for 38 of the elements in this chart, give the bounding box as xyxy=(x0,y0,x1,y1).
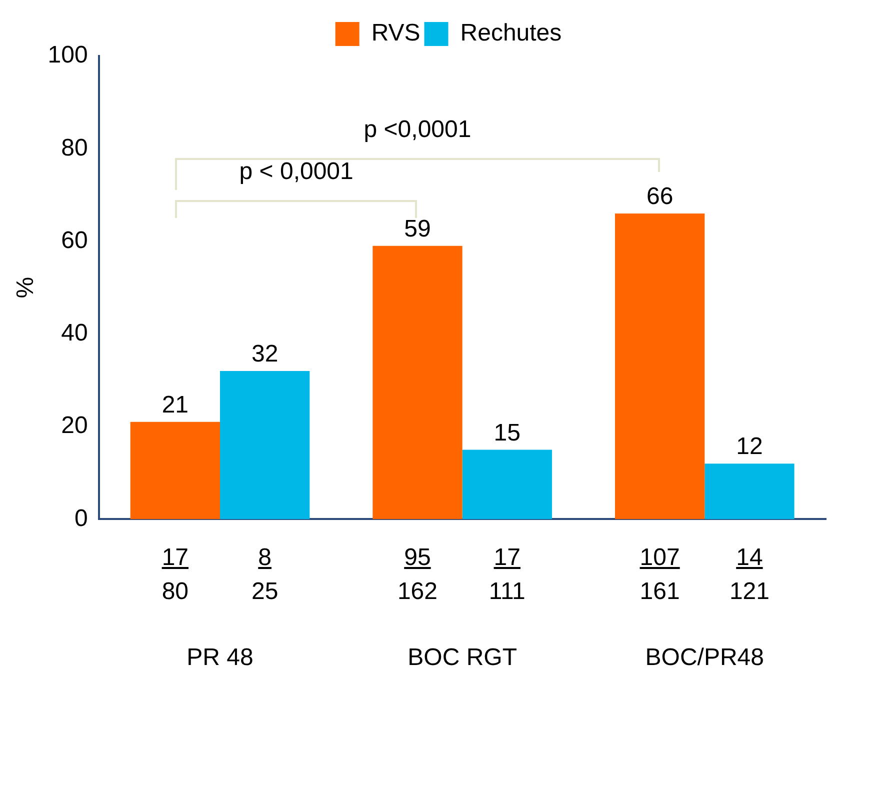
text: 25 xyxy=(250,577,280,608)
x-tick-label: BOC/PR48 xyxy=(645,644,764,672)
text: 17 xyxy=(162,544,189,572)
bar xyxy=(704,464,794,520)
text: 95 xyxy=(404,544,431,572)
data-label: 59 xyxy=(404,216,431,243)
text: 8 xyxy=(258,544,272,572)
bar xyxy=(220,370,310,520)
text: 107 xyxy=(640,544,680,572)
data-label: 15 xyxy=(494,419,521,446)
bar xyxy=(130,422,220,520)
data-label: 21 xyxy=(162,392,189,419)
bar xyxy=(614,213,705,520)
bar xyxy=(372,246,462,520)
y-tick-label: 0 xyxy=(74,504,88,532)
legend-label: RVS xyxy=(371,20,420,47)
y-tick-label: 60 xyxy=(61,226,88,254)
y-tick-label: 80 xyxy=(61,134,88,162)
legend-label: Rechutes xyxy=(460,20,562,47)
data-label: 66 xyxy=(646,183,674,210)
text: 162 xyxy=(396,577,438,608)
data-label: 32 xyxy=(251,340,278,368)
x-tick-label: BOC RGT xyxy=(408,644,518,672)
text: 17 xyxy=(494,544,520,572)
text: 14 xyxy=(736,544,763,572)
text: 80 xyxy=(160,577,190,608)
text: 121 xyxy=(728,577,770,608)
y-tick-label: 100 xyxy=(48,42,88,69)
y-axis-title: % xyxy=(12,276,40,298)
y-tick-label: 40 xyxy=(61,320,88,347)
y-tick-label: 20 xyxy=(61,412,88,440)
data-label: 12 xyxy=(736,433,763,460)
text: 111 xyxy=(488,577,526,608)
annotation: p < 0,0001 xyxy=(238,158,354,186)
text: 161 xyxy=(638,577,681,608)
bar xyxy=(462,450,552,520)
x-tick-label: PR 48 xyxy=(186,644,254,672)
annotation: p <0,0001 xyxy=(362,116,472,144)
